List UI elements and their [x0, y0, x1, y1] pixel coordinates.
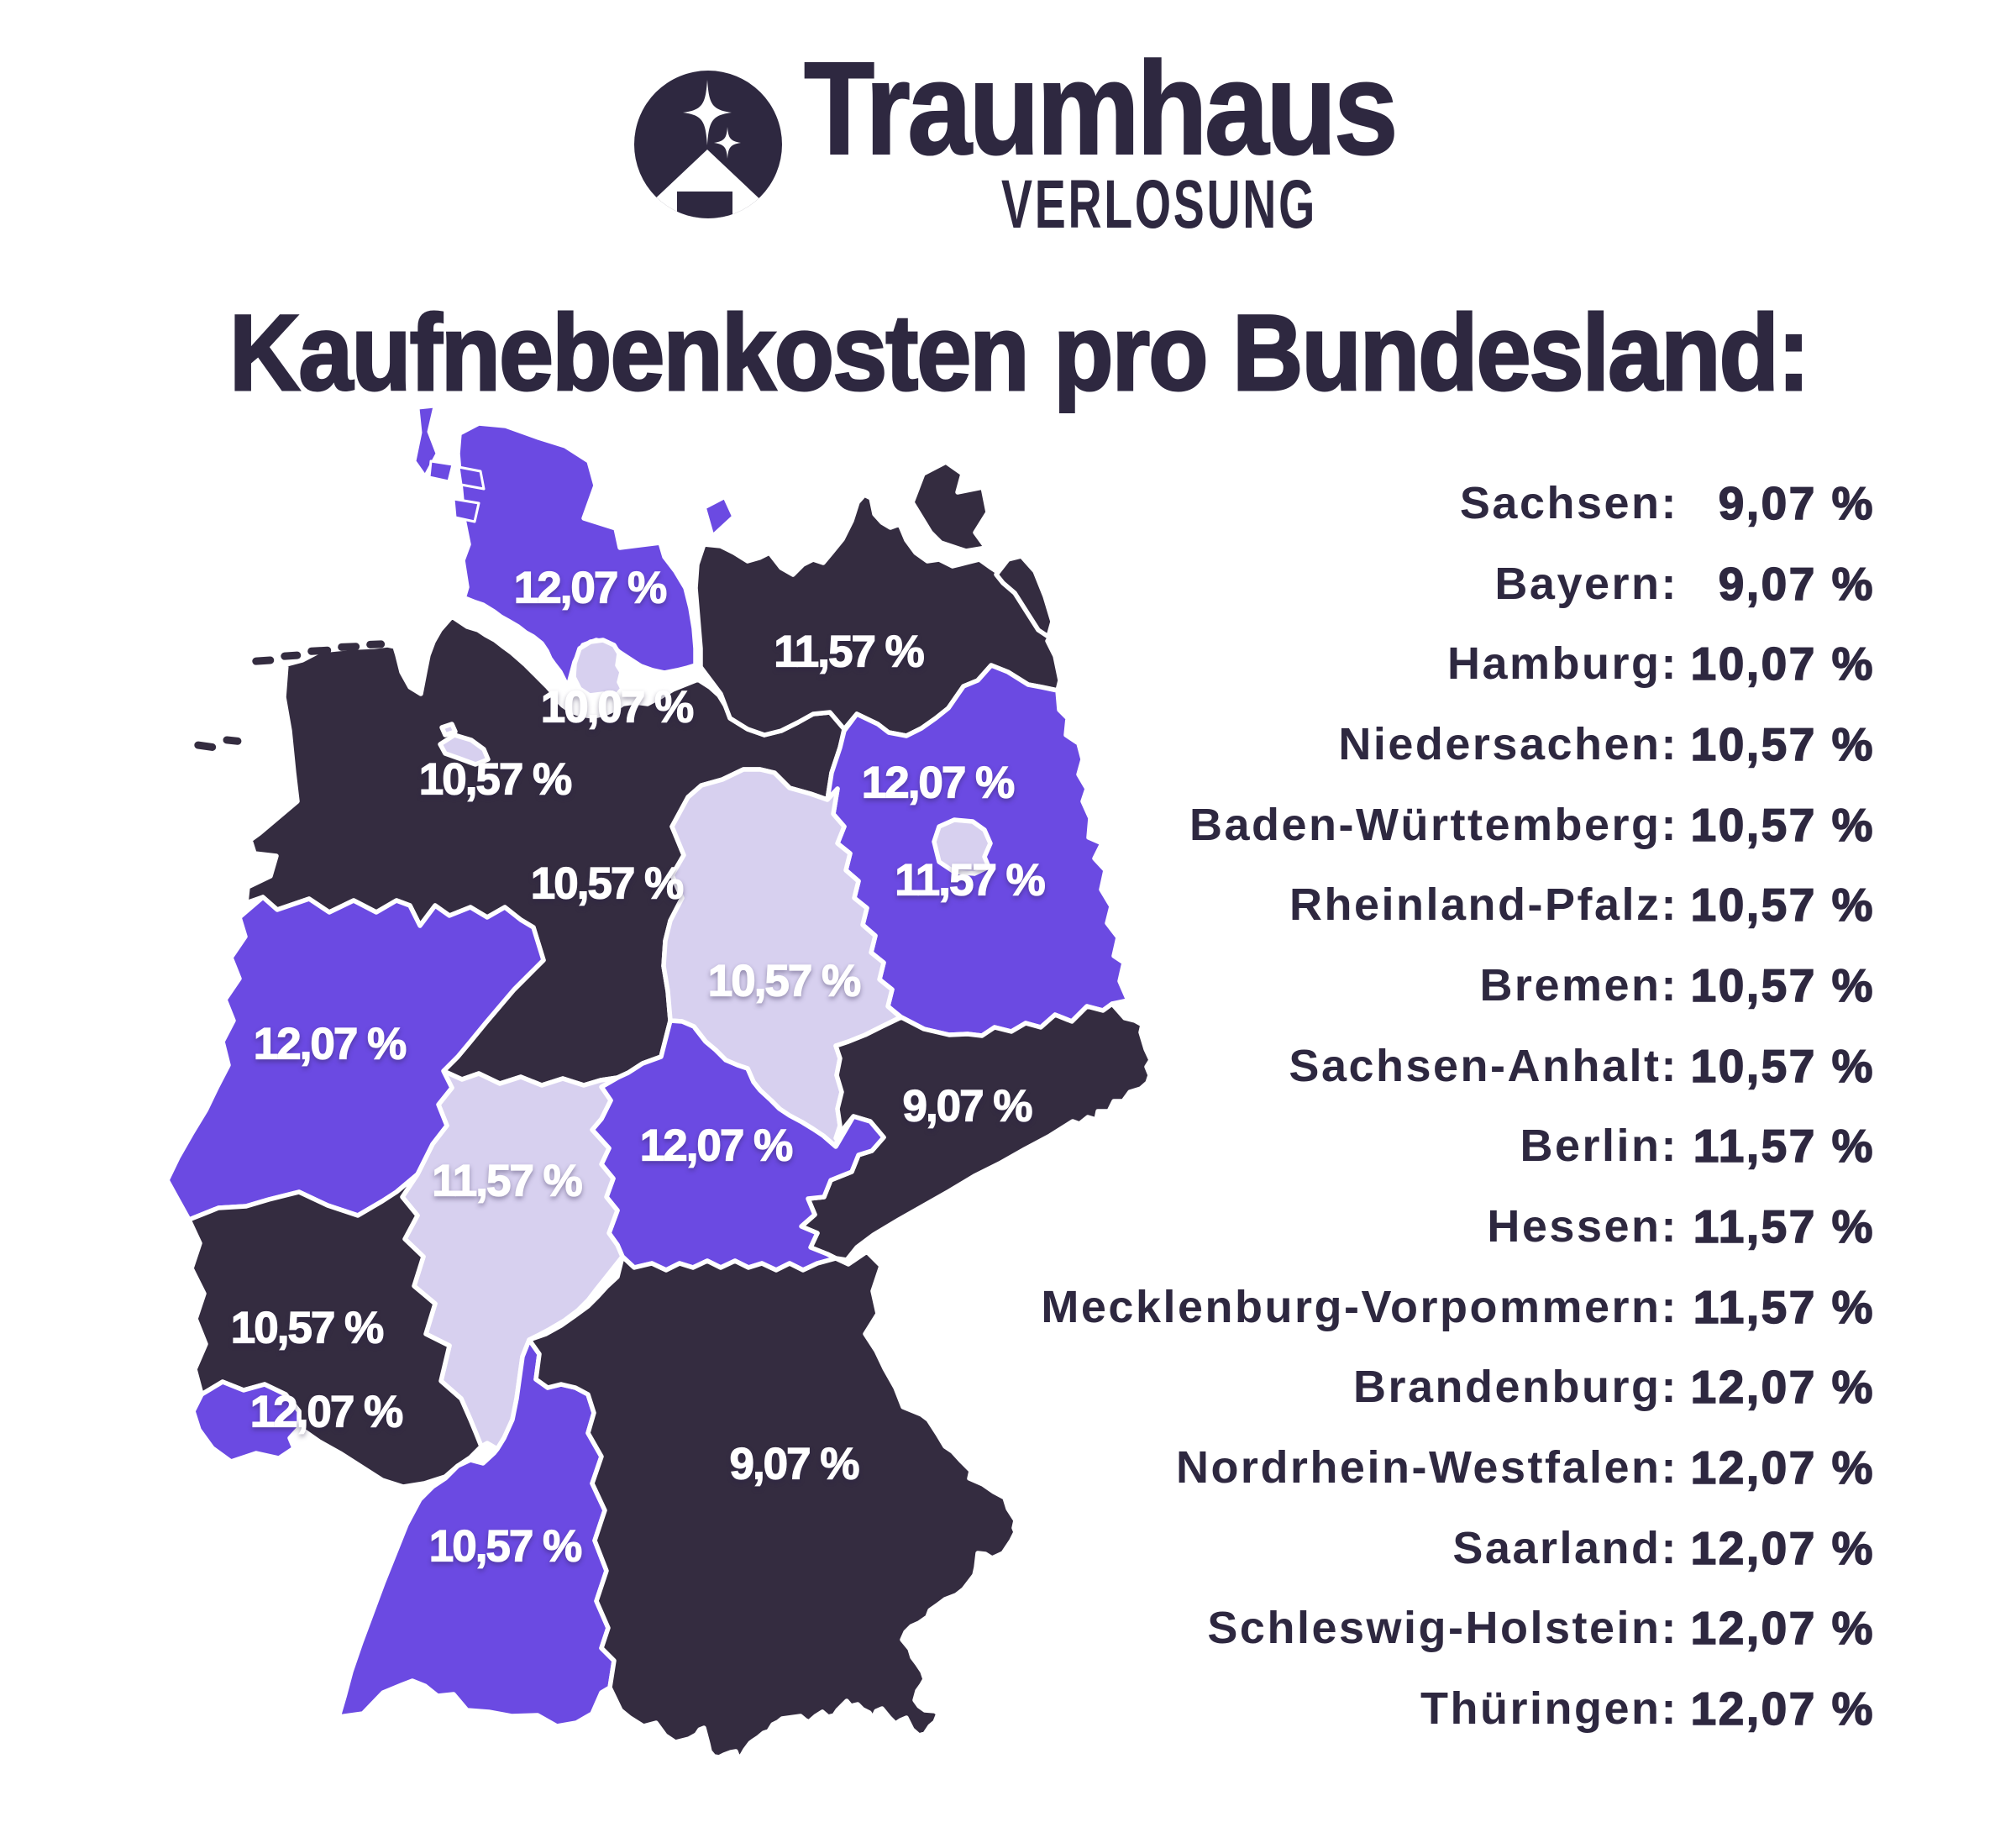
svg-text:12,07 %: 12,07 %	[254, 1020, 406, 1069]
svg-text:12,07 %: 12,07 %	[640, 1121, 792, 1171]
svg-text:10,07 %: 10,07 %	[541, 683, 693, 732]
svg-text:12,07 %: 12,07 %	[862, 759, 1014, 808]
svg-text:12,07 %: 12,07 %	[514, 564, 666, 613]
svg-text:10,57 %: 10,57 %	[429, 1522, 581, 1572]
svg-text:10,57 %: 10,57 %	[708, 957, 860, 1006]
svg-text:10,57 %: 10,57 %	[531, 859, 683, 909]
svg-text:11,57 %: 11,57 %	[895, 856, 1044, 906]
svg-text:11,57 %: 11,57 %	[774, 627, 923, 677]
svg-text:9,07 %: 9,07 %	[729, 1440, 858, 1489]
svg-text:11,57 %: 11,57 %	[432, 1157, 581, 1206]
svg-text:12,07 %: 12,07 %	[250, 1388, 402, 1437]
svg-text:10,57 %: 10,57 %	[231, 1304, 383, 1353]
svg-text:10,57 %: 10,57 %	[419, 755, 571, 805]
svg-text:9,07 %: 9,07 %	[902, 1082, 1032, 1131]
